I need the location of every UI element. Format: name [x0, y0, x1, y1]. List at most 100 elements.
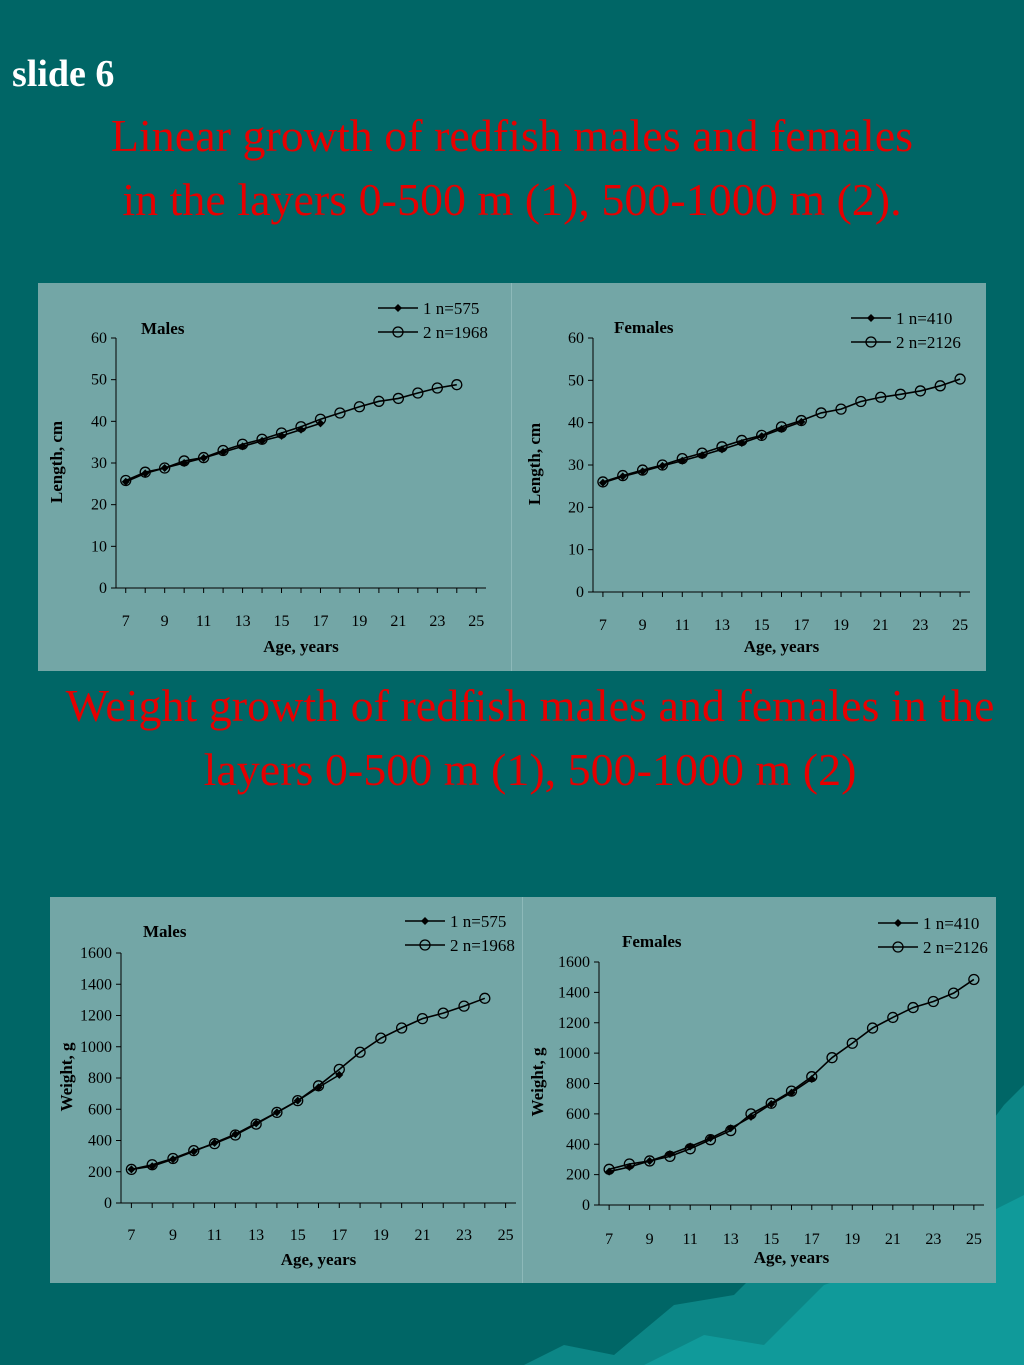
legend-label: 2 n=1968 — [450, 936, 515, 955]
legend-label: 1 n=410 — [896, 309, 952, 328]
legend-marker-diamond — [894, 919, 902, 927]
data-point-diamond — [316, 419, 325, 428]
y-tick-label: 10 — [91, 538, 107, 555]
y-tick-label: 600 — [88, 1101, 112, 1118]
x-tick-label: 9 — [646, 1231, 654, 1248]
x-tick-label: 19 — [844, 1231, 860, 1248]
data-point-circle — [437, 1007, 449, 1019]
data-point-circle — [479, 992, 491, 1004]
data-point-circle — [333, 1063, 345, 1076]
data-point-circle — [597, 476, 609, 488]
heading-line-1: Linear growth of redfish males and femal… — [110, 110, 914, 161]
data-point-circle — [458, 1000, 470, 1012]
data-point-circle — [334, 407, 346, 419]
x-tick-label: 25 — [966, 1231, 982, 1248]
weight-growth-heading: Weight growth of redfish males and femal… — [65, 680, 995, 795]
x-tick-label: 17 — [804, 1231, 820, 1248]
legend-marker-circle — [865, 336, 877, 348]
data-point-circle — [314, 413, 327, 425]
data-point-circle — [125, 1163, 138, 1176]
x-tick-label: 9 — [169, 1227, 177, 1244]
x-tick-label: 25 — [468, 613, 484, 630]
data-point-circle — [875, 391, 887, 403]
x-tick-label: 25 — [498, 1227, 514, 1244]
data-point-circle — [167, 1152, 179, 1165]
data-point-circle — [375, 1032, 387, 1044]
y-tick-label: 0 — [576, 584, 584, 601]
data-point-circle — [229, 1129, 241, 1141]
x-tick-label: 13 — [248, 1227, 264, 1244]
series-line-1 — [608, 1078, 813, 1173]
x-tick-label: 21 — [414, 1227, 430, 1244]
panel-divider — [522, 897, 523, 1283]
x-tick-label: 21 — [873, 617, 889, 634]
data-point-circle — [292, 1095, 304, 1107]
data-point-circle — [256, 433, 268, 445]
data-point-circle — [617, 469, 629, 482]
x-tick-label: 9 — [161, 613, 169, 630]
data-point-circle — [736, 434, 748, 447]
y-tick-label: 400 — [88, 1133, 112, 1150]
x-axis-label: Age, years — [744, 637, 820, 656]
data-point-circle — [954, 373, 966, 385]
data-point-circle — [745, 1108, 757, 1120]
legend-label: 2 n=2126 — [896, 333, 961, 352]
data-point-circle — [716, 441, 728, 453]
series-line-2 — [602, 378, 961, 483]
y-tick-label: 30 — [568, 457, 584, 474]
data-point-circle — [146, 1159, 158, 1171]
data-point-circle — [866, 1022, 879, 1034]
heading-line-2: in the layers 0-500 m (1), 500-1000 m (2… — [0, 168, 1024, 232]
y-axis-label: Weight, g — [57, 1042, 76, 1111]
chart-title: Males — [143, 922, 187, 941]
x-tick-label: 21 — [390, 613, 406, 630]
data-point-circle — [907, 1001, 919, 1014]
series-line-2 — [131, 997, 486, 1171]
y-tick-label: 1000 — [558, 1045, 590, 1062]
weight-charts-panel — [50, 897, 996, 1283]
x-tick-label: 7 — [122, 613, 130, 630]
chart-title: Males — [141, 319, 185, 338]
y-tick-label: 0 — [99, 580, 107, 597]
heading-period: . — [890, 174, 902, 225]
y-tick-label: 200 — [566, 1167, 590, 1184]
data-point-circle — [664, 1150, 676, 1163]
x-tick-label: 9 — [639, 617, 647, 634]
y-axis-label: Weight, g — [528, 1047, 547, 1116]
x-tick-label: 15 — [290, 1227, 306, 1244]
legend-marker-diamond — [421, 917, 429, 925]
data-point-circle — [178, 455, 190, 467]
x-tick-label: 17 — [331, 1227, 347, 1244]
x-tick-label: 23 — [429, 613, 445, 630]
x-tick-label: 15 — [754, 617, 770, 634]
series-line-2 — [125, 383, 457, 482]
y-tick-label: 1000 — [80, 1039, 112, 1056]
x-tick-label: 19 — [833, 617, 849, 634]
y-tick-label: 800 — [88, 1070, 112, 1087]
data-point-circle — [815, 407, 827, 419]
heading-line-2-text: in the layers 0-500 m (1), 500-1000 m (2… — [122, 174, 891, 225]
data-point-circle — [756, 429, 768, 442]
x-tick-label: 17 — [793, 617, 809, 634]
data-point-circle — [636, 464, 649, 476]
x-tick-label: 11 — [675, 617, 690, 634]
legend-marker-circle — [419, 939, 431, 951]
data-point-circle — [934, 380, 946, 392]
legend-marker-diamond — [394, 304, 402, 312]
data-point-circle — [644, 1155, 656, 1167]
data-point-circle — [312, 1080, 325, 1092]
y-tick-label: 10 — [568, 542, 584, 559]
data-point-circle — [354, 1046, 366, 1058]
x-tick-label: 13 — [235, 613, 251, 630]
data-point-circle — [250, 1118, 262, 1130]
y-tick-label: 200 — [88, 1164, 112, 1181]
x-tick-label: 23 — [925, 1231, 941, 1248]
chart-title: Females — [622, 932, 682, 951]
x-tick-label: 7 — [605, 1231, 613, 1248]
data-point-circle — [451, 379, 463, 391]
iceberg-decoration — [524, 1085, 1024, 1365]
data-point-circle — [696, 447, 708, 459]
legend-label: 1 n=575 — [450, 912, 506, 931]
length-growth-heading: Linear growth of redfish males and femal… — [0, 104, 1024, 232]
